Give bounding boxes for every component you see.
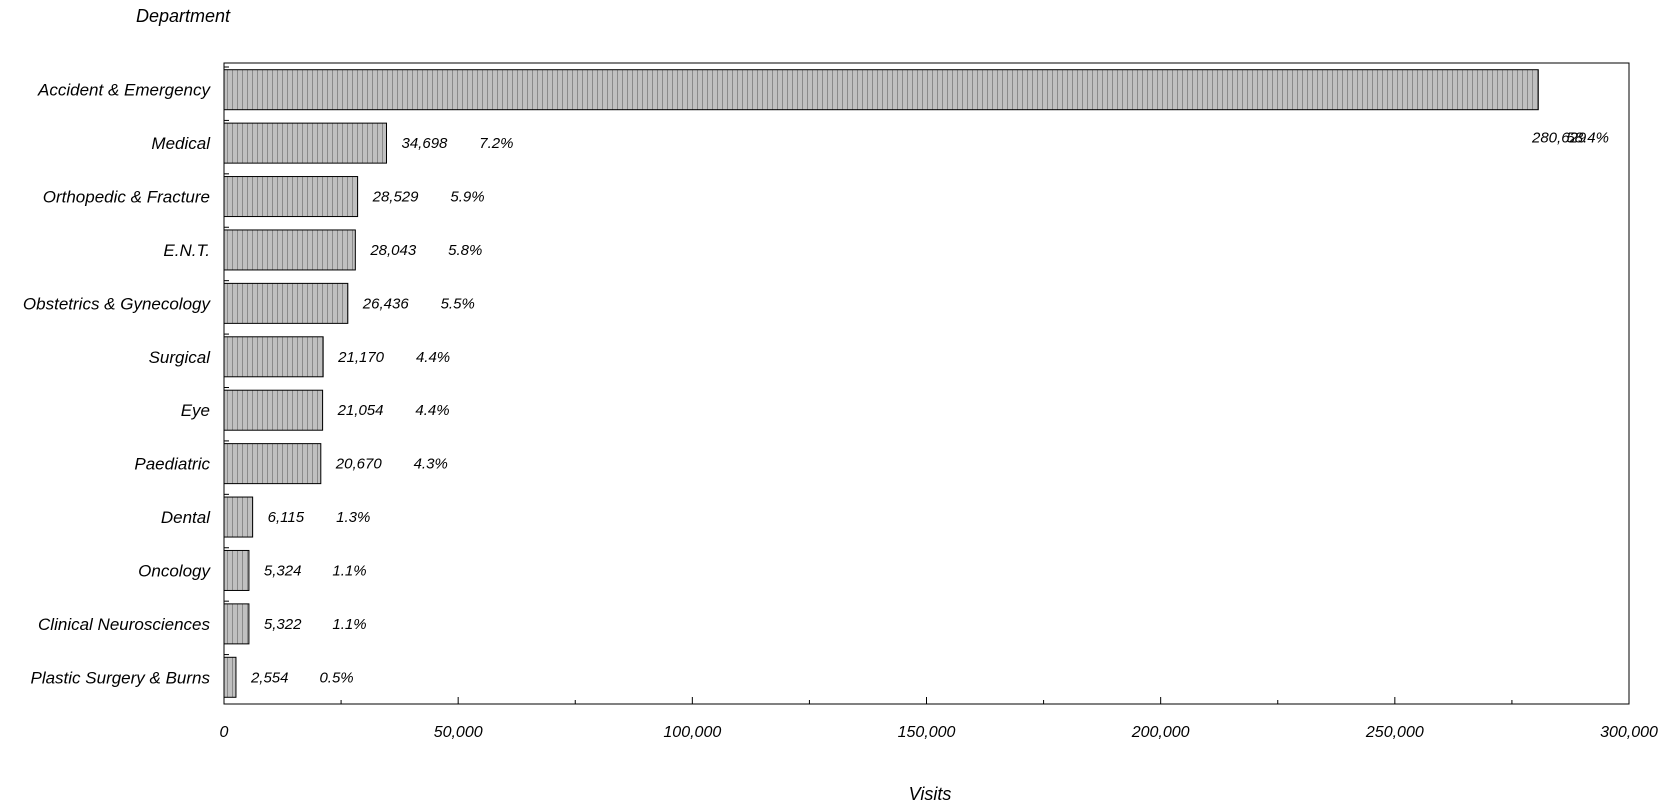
x-axis-group: 0 50,000 100,000 150,000 200,000 250,000 300,0… — [220, 66, 1658, 741]
value-label: 280,629 — [1531, 130, 1587, 147]
x-tick-label: 200,000 — [1131, 724, 1190, 741]
percent-label: 5.5% — [441, 295, 475, 312]
value-label: 21,170 — [337, 349, 385, 366]
x-tick-label: 150,000 — [898, 724, 956, 741]
category-label: Accident & Emergency — [37, 81, 211, 100]
category-label: E.N.T. — [163, 241, 210, 260]
bars-group — [223, 69, 1539, 698]
bar — [223, 389, 324, 431]
category-label: Dental — [161, 508, 211, 527]
percent-label: 1.3% — [336, 509, 370, 526]
value-label: 26,436 — [362, 295, 410, 312]
x-tick-label: 100,000 — [663, 724, 721, 741]
percent-label: 1.1% — [332, 562, 366, 579]
bar — [223, 122, 388, 164]
percent-label: 7.2% — [479, 135, 513, 152]
x-tick-label: 50,000 — [434, 724, 483, 741]
percent-label: 5.8% — [448, 242, 482, 259]
bar — [223, 336, 324, 378]
value-label: 2,554 — [250, 669, 289, 686]
category-label: Plastic Surgery & Burns — [30, 668, 210, 687]
value-label: 28,529 — [372, 189, 420, 206]
value-label: 5,324 — [264, 562, 302, 579]
value-label: 5,322 — [264, 616, 302, 633]
plot-frame — [223, 62, 1630, 705]
bar — [223, 282, 349, 324]
bar — [223, 176, 359, 218]
percent-label: 5.9% — [450, 189, 484, 206]
bar — [223, 603, 250, 645]
value-label: 21,054 — [337, 402, 384, 419]
category-label: Medical — [151, 134, 211, 153]
x-tick-label: 300,000 — [1600, 724, 1658, 741]
x-tick-label: 250,000 — [1365, 724, 1424, 741]
x-axis-title: Visits — [909, 784, 952, 804]
percent-label: 58.4% — [1566, 130, 1609, 147]
x-tick-label: 0 — [220, 724, 229, 741]
bar — [223, 443, 322, 485]
category-label: Paediatric — [134, 455, 210, 474]
bar — [223, 229, 356, 271]
value-label: 34,698 — [402, 135, 449, 152]
y-axis-title: Department — [136, 6, 231, 26]
bar — [223, 69, 1539, 111]
category-label: Eye — [181, 401, 210, 420]
category-label: Orthopedic & Fracture — [43, 188, 210, 207]
category-label: Oncology — [138, 561, 211, 580]
value-label: 6,115 — [268, 509, 305, 526]
percent-label: 1.1% — [332, 616, 366, 633]
value-label: 28,043 — [369, 242, 417, 259]
percent-label: 4.3% — [414, 456, 448, 473]
value-label: 20,670 — [335, 456, 383, 473]
percent-label: 4.4% — [416, 349, 450, 366]
category-label: Clinical Neurosciences — [38, 615, 210, 634]
bar — [223, 549, 250, 591]
bar — [223, 496, 254, 538]
percent-label: 0.5% — [319, 669, 353, 686]
category-label: Obstetrics & Gynecology — [23, 294, 212, 313]
bar — [223, 656, 237, 698]
percent-label: 4.4% — [415, 402, 449, 419]
category-label: Surgical — [149, 348, 212, 367]
